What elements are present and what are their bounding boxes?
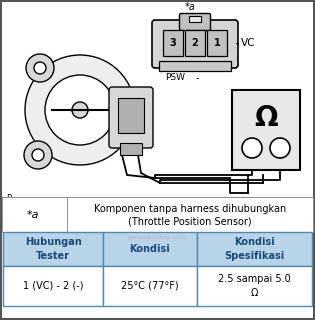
FancyBboxPatch shape [109,87,153,148]
Bar [159,61,231,71]
Text: Tester: Tester [36,251,70,261]
Bar [207,30,227,56]
Text: Kondisi: Kondisi [130,244,170,254]
Circle shape [32,149,44,161]
Text: 1 (VC) - 2 (-): 1 (VC) - 2 (-) [23,281,83,291]
FancyBboxPatch shape [152,20,238,68]
Text: 2: 2 [192,38,198,48]
Text: VC: VC [241,38,255,48]
Bar [185,30,205,56]
Bar [197,266,312,306]
Text: 1: 1 [214,38,220,48]
Text: (Throttle Position Sensor): (Throttle Position Sensor) [128,217,252,227]
Bar [232,90,300,170]
Circle shape [24,141,52,169]
Bar [120,143,142,155]
Text: P: P [6,194,11,203]
Text: Hubungan: Hubungan [25,237,81,247]
Bar [103,266,197,306]
Bar [67,197,313,232]
Circle shape [72,102,88,118]
Text: PSW: PSW [165,73,185,82]
Circle shape [25,55,135,165]
Bar [3,232,103,266]
Bar [197,232,312,266]
Text: Spesifikasi: Spesifikasi [224,251,285,261]
Bar [163,30,183,56]
Bar [118,98,144,133]
Text: *a: *a [185,2,195,12]
Circle shape [242,138,262,158]
Circle shape [26,54,54,82]
Bar [2,2,313,195]
Bar [103,232,197,266]
Circle shape [270,138,290,158]
Bar [2,197,67,232]
Text: 3: 3 [169,38,176,48]
Text: geruteknologi.com: geruteknologi.com [127,235,187,240]
Text: 2.5 sampai 5.0: 2.5 sampai 5.0 [218,274,291,284]
Text: 25°C (77°F): 25°C (77°F) [121,281,179,291]
Text: Komponen tanpa harness dihubungkan: Komponen tanpa harness dihubungkan [94,204,286,213]
Text: Ω: Ω [251,288,258,298]
Text: Ω: Ω [254,104,278,132]
Bar [189,16,201,22]
Text: *a: *a [27,210,39,220]
Circle shape [45,75,115,145]
Text: -: - [195,73,199,83]
Bar [3,266,103,306]
Text: Kondisi: Kondisi [234,237,275,247]
Circle shape [34,62,46,74]
FancyBboxPatch shape [180,13,210,30]
